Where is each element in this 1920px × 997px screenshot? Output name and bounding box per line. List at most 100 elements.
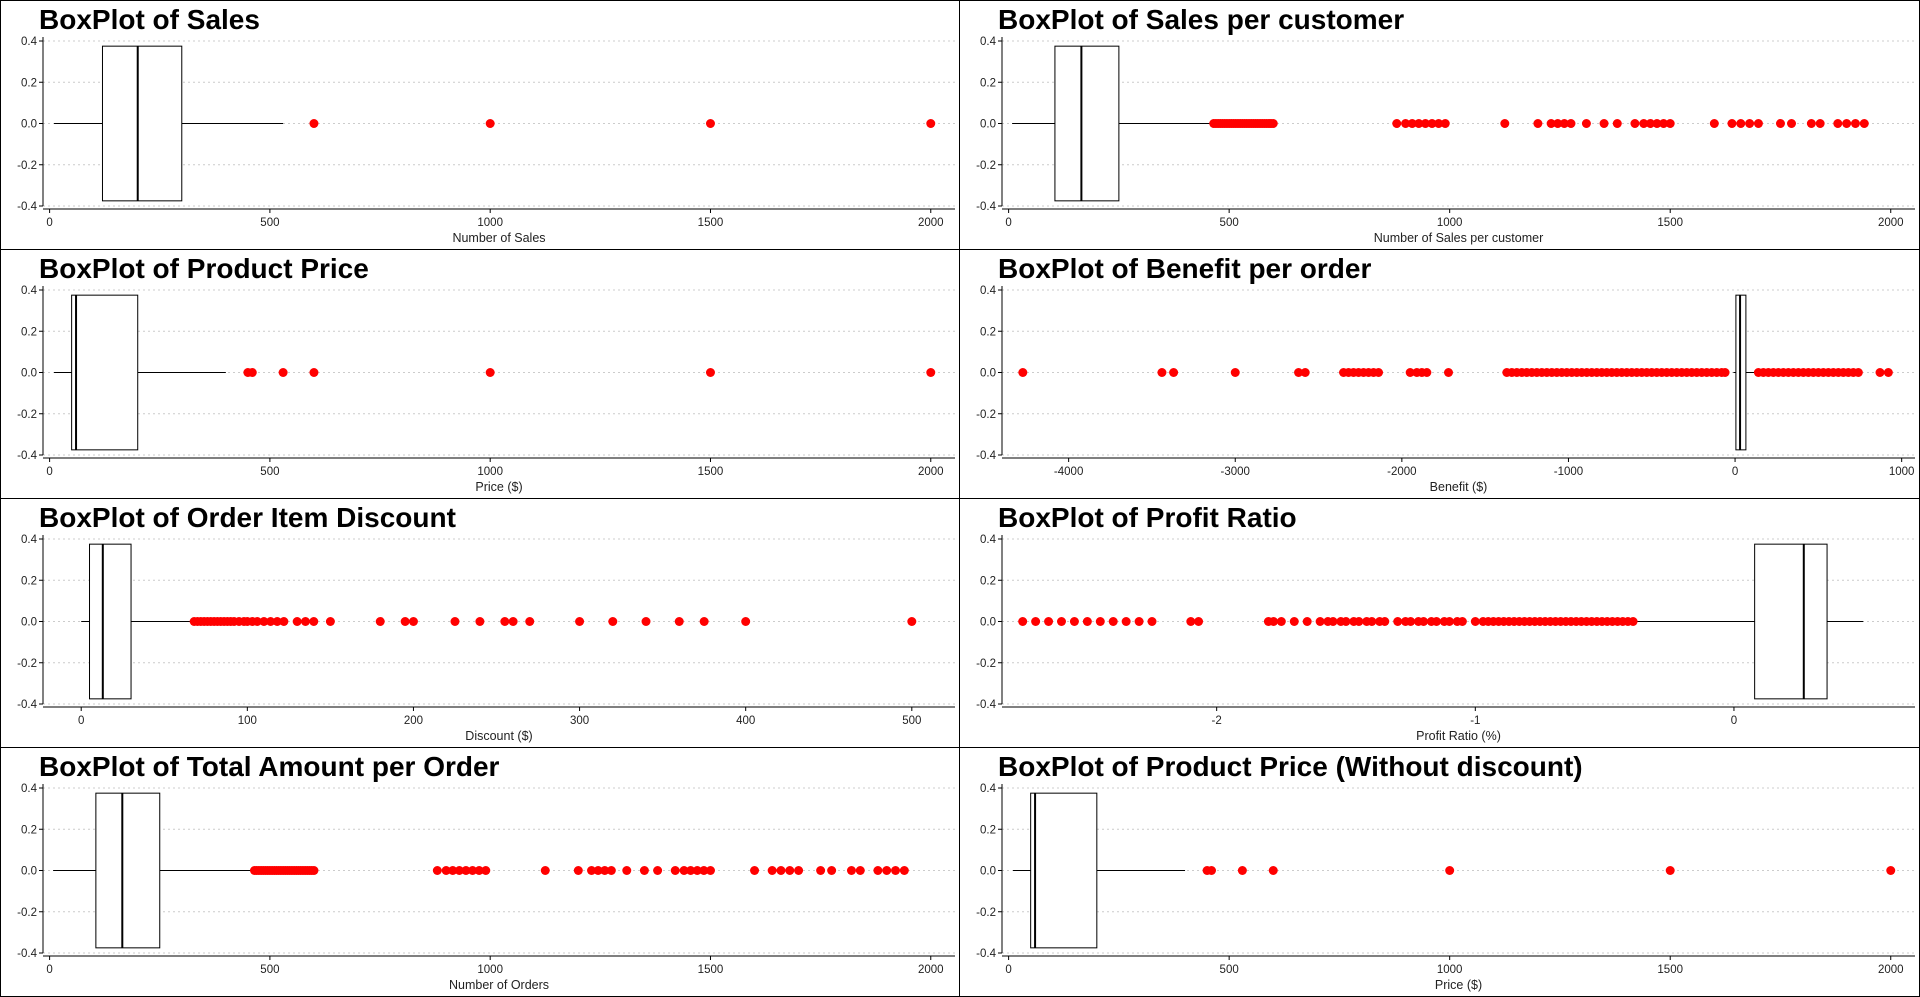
x-tick-label: 1000 <box>477 964 503 976</box>
box-iqr <box>1054 45 1120 202</box>
outlier-point <box>1727 119 1737 128</box>
x-tick-label: 1000 <box>1889 466 1915 478</box>
outlier-point <box>699 866 709 875</box>
outlier-point <box>485 368 495 377</box>
outlier-point <box>785 866 795 875</box>
outlier-point <box>1269 617 1279 626</box>
outlier-point <box>593 866 603 875</box>
y-tick-label: 0.2 <box>980 575 996 587</box>
outlier-point <box>1056 617 1066 626</box>
boxplot-panel: BoxPlot of Benefit per order 0.4 0.2 0.0 -0.… <box>959 249 1920 499</box>
outlier-point <box>1612 119 1622 128</box>
outlier-point <box>454 866 464 875</box>
y-tick-label: 0.0 <box>21 119 37 131</box>
outlier-point <box>1186 617 1196 626</box>
box-iqr <box>1754 543 1828 700</box>
outlier-point <box>278 368 288 377</box>
outlier-point <box>1787 119 1797 128</box>
outlier-point <box>508 617 518 626</box>
outlier-point <box>705 119 715 128</box>
outlier-point <box>608 617 618 626</box>
outlier-point <box>882 866 892 875</box>
x-axis-label: Number of Orders <box>449 978 549 992</box>
outlier-point <box>855 866 865 875</box>
outlier-point <box>573 866 583 875</box>
x-tick-label: 1000 <box>477 217 503 229</box>
outlier-point <box>1628 617 1638 626</box>
chart-title: BoxPlot of Product Price <box>39 253 369 284</box>
x-tick-label: 0 <box>1005 964 1011 976</box>
x-axis-label: Discount ($) <box>465 729 532 743</box>
outlier-point <box>1440 119 1450 128</box>
outlier-point <box>540 866 550 875</box>
outlier-point <box>705 368 715 377</box>
outlier-point <box>679 866 689 875</box>
outlier-point <box>1108 617 1118 626</box>
boxplot-panel: BoxPlot of Product Price (Without discou… <box>959 747 1920 997</box>
x-axis-label: Profit Ratio (%) <box>1416 729 1501 743</box>
x-tick-label: 400 <box>736 715 755 727</box>
outlier-point <box>259 617 269 626</box>
outlier-point <box>1341 617 1351 626</box>
outlier-point <box>500 617 510 626</box>
outlier-point <box>309 119 319 128</box>
outlier-point <box>1553 119 1563 128</box>
x-axis-label: Number of Sales <box>452 231 545 245</box>
outlier-point <box>1859 119 1869 128</box>
outlier-point <box>641 617 651 626</box>
y-tick-label: -0.2 <box>17 907 37 919</box>
outlier-point <box>816 866 826 875</box>
outlier-point <box>1354 617 1364 626</box>
x-tick-label: 1000 <box>1437 964 1463 976</box>
boxplot-panel: BoxPlot of Sales 0.4 0.2 0.0 -0.2 -0.4 0 500 100… <box>0 0 960 250</box>
y-tick-label: 0.2 <box>21 326 37 338</box>
x-tick-label: 1000 <box>1437 217 1463 229</box>
outlier-point <box>1367 617 1377 626</box>
outlier-point <box>846 866 856 875</box>
boxplot-panel: BoxPlot of Profit Ratio 0.4 0.2 0.0 -0.2 -0.4… <box>959 498 1920 748</box>
chart-title: BoxPlot of Product Price (Without discou… <box>998 751 1583 782</box>
y-tick-label: 0.4 <box>980 36 997 48</box>
outlier-point <box>1833 119 1843 128</box>
outlier-point <box>692 866 702 875</box>
x-tick-label: 1000 <box>477 466 503 478</box>
chart-title: BoxPlot of Sales per customer <box>998 4 1404 35</box>
x-tick-label: 0 <box>46 964 52 976</box>
y-tick-label: -0.2 <box>17 160 37 172</box>
outlier-point <box>450 617 460 626</box>
x-tick-label: 1500 <box>698 466 724 478</box>
outlier-point <box>827 866 837 875</box>
outlier-point <box>1566 119 1576 128</box>
outlier-point <box>1665 866 1675 875</box>
outlier-point <box>1665 119 1675 128</box>
outlier-point <box>1444 368 1454 377</box>
outlier-point <box>606 866 616 875</box>
y-tick-label: 0.2 <box>980 824 996 836</box>
outlier-point <box>1753 119 1763 128</box>
outlier-point <box>1018 368 1028 377</box>
outlier-point <box>485 119 495 128</box>
x-tick-label: 500 <box>1220 964 1239 976</box>
x-tick-label: 500 <box>260 217 279 229</box>
y-tick-label: -0.4 <box>17 450 37 462</box>
x-tick-label: 500 <box>260 466 279 478</box>
y-tick-label: -0.2 <box>976 658 996 670</box>
outlier-point <box>1659 119 1669 128</box>
outlier-point <box>653 866 663 875</box>
outlier-point <box>1533 119 1543 128</box>
y-tick-label: 0.2 <box>980 77 996 89</box>
outlier-point <box>699 617 709 626</box>
outlier-point <box>475 617 485 626</box>
y-tick-label: -0.2 <box>976 160 996 172</box>
outlier-point <box>1044 617 1054 626</box>
outlier-point <box>1207 866 1217 875</box>
outlier-point <box>1853 368 1863 377</box>
box-iqr <box>89 543 132 700</box>
x-tick-label: 200 <box>404 715 423 727</box>
outlier-point <box>1405 368 1415 377</box>
x-tick-label: 500 <box>902 715 921 727</box>
outlier-point <box>300 617 310 626</box>
